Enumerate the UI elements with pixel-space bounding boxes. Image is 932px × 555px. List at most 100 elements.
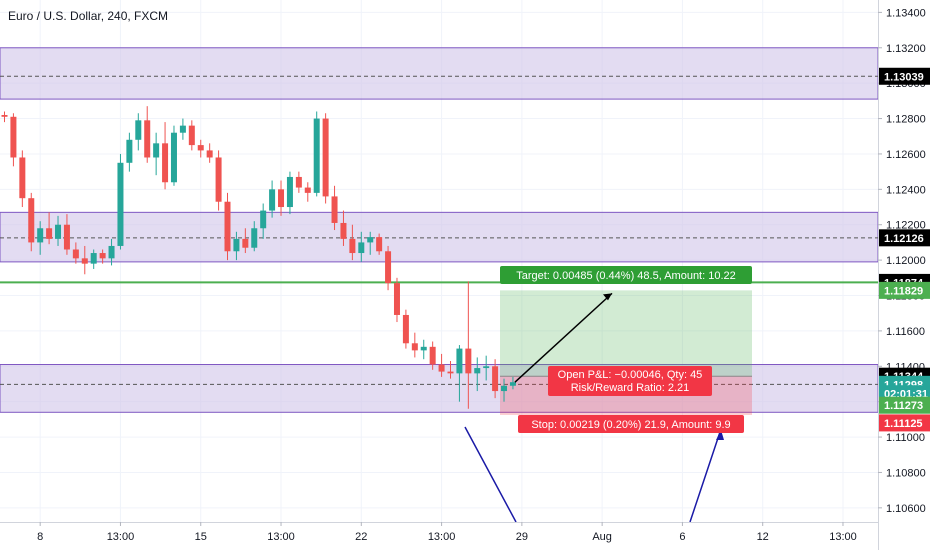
- time-axis-bg: [0, 522, 878, 550]
- price-tick-label: 1.10800: [886, 467, 926, 479]
- price-axis-tag: 1.11829: [879, 281, 930, 299]
- position-tool[interactable]: [500, 290, 752, 415]
- blue-line-down: [464, 426, 517, 523]
- candle-body: [188, 125, 195, 146]
- candle-body: [474, 368, 481, 374]
- time-tick-label: 13:00: [267, 531, 295, 543]
- candle-body: [358, 242, 365, 254]
- blue-arrow-up: [689, 431, 721, 523]
- target-label-text: Target: 0.00485 (0.44%) 48.5, Amount: 10…: [516, 270, 736, 282]
- candle-body: [162, 143, 169, 183]
- candle-body: [376, 237, 383, 252]
- candle-body: [492, 366, 499, 392]
- trade-arrow-line: [514, 292, 613, 383]
- price-tick-label: 1.13400: [886, 7, 926, 19]
- target-label: Target: 0.00485 (0.44%) 48.5, Amount: 10…: [500, 266, 752, 284]
- zone-rect: [0, 211, 879, 263]
- candle-body: [393, 283, 400, 315]
- candle-body: [331, 196, 338, 223]
- target-zone: [500, 290, 752, 377]
- candle-body: [286, 176, 293, 208]
- price-tick-label: 1.12800: [886, 114, 926, 126]
- price-axis-tag: 1.13039: [879, 67, 930, 85]
- price-tick-label: 1.10600: [886, 503, 926, 515]
- price-axis-tag-bg: [879, 229, 930, 247]
- candle-body: [438, 364, 445, 372]
- candle-body: [313, 118, 320, 193]
- candle-body: [260, 210, 267, 229]
- candle-body: [349, 238, 356, 254]
- stop-label-bg: [518, 415, 744, 433]
- candle-body: [206, 150, 213, 158]
- candle-body: [295, 176, 302, 188]
- price-axis-tag-text: 1.11125: [884, 418, 923, 430]
- candlesticks: [1, 106, 516, 409]
- candle-body: [367, 237, 374, 243]
- candle-body: [1, 115, 8, 117]
- candle-body: [37, 228, 44, 243]
- candle-body: [269, 189, 276, 211]
- blue-arrow-head: [716, 430, 724, 440]
- price-tick-label: 1.11000: [886, 432, 925, 444]
- price-axis-tag: 1.11273: [879, 396, 930, 414]
- pnl-text: Open P&L: −0.00046, Qty: 45: [558, 369, 703, 381]
- candle-body: [10, 116, 17, 158]
- time-tick-label: 8: [37, 531, 43, 543]
- candle-body: [402, 314, 409, 344]
- candle-body: [429, 346, 436, 365]
- candle-body: [19, 157, 26, 199]
- candle-body: [385, 251, 392, 284]
- price-tick-label: 1.12400: [886, 184, 926, 196]
- candle-body: [179, 125, 186, 133]
- time-tick-label: 6: [679, 531, 685, 543]
- rr-text: Risk/Reward Ratio: 2.21: [571, 382, 690, 394]
- price-tick-label: 1.11600: [886, 326, 925, 338]
- candle-body: [153, 143, 160, 158]
- candle-body: [108, 245, 115, 259]
- price-tick-label: 1.12200: [886, 220, 926, 232]
- price-axis-tag-text: 1.11273: [884, 400, 923, 412]
- candle-body: [81, 258, 88, 264]
- candle-body: [144, 120, 151, 158]
- candle-body: [55, 224, 62, 239]
- candle-body: [90, 253, 97, 264]
- candle-body: [233, 238, 240, 252]
- price-tick-label: 1.12000: [886, 255, 926, 267]
- price-tick-label: 1.12600: [886, 149, 926, 161]
- price-axis-tag-text: 1.13039: [884, 71, 924, 83]
- candle-body: [251, 228, 258, 248]
- time-tick-label: 13:00: [428, 531, 456, 543]
- price-axis-tag: 1.11125: [879, 414, 930, 432]
- price-axis-tag: 1.12126: [879, 229, 930, 247]
- candle-body: [99, 253, 106, 259]
- candle-body: [197, 145, 204, 151]
- zone-rectangles: [0, 47, 879, 413]
- target-label-bg: [500, 266, 752, 284]
- candle-body: [126, 139, 133, 163]
- candle-body: [28, 198, 35, 243]
- candle-body: [242, 238, 249, 248]
- candle-body: [411, 343, 418, 351]
- candle-body: [509, 382, 516, 386]
- candle-body: [501, 385, 508, 392]
- candle-body: [170, 132, 177, 183]
- time-tick-label: 15: [195, 531, 207, 543]
- candle-body: [224, 201, 231, 252]
- price-axis[interactable]: 1.134001.132001.130001.128001.126001.124…: [878, 0, 932, 550]
- drawn-arrows: [464, 292, 724, 523]
- price-axis-tag-bg: [879, 281, 930, 299]
- stop-label-text: Stop: 0.00219 (0.20%) 21.9, Amount: 9.9: [531, 419, 730, 431]
- candle-body: [456, 348, 463, 374]
- candle-body: [483, 366, 490, 369]
- time-axis[interactable]: 8 13:00 15 13:00 22 13:00 29 Aug 6 12 13:00: [0, 522, 878, 550]
- time-tick-label: 12: [757, 531, 769, 543]
- trade-arrow-head: [603, 293, 612, 301]
- candle-body: [420, 346, 427, 351]
- candle-body: [72, 249, 79, 259]
- candle-body: [278, 189, 285, 208]
- price-tick-label: 1.13200: [886, 43, 926, 55]
- time-tick-label: 29: [516, 531, 528, 543]
